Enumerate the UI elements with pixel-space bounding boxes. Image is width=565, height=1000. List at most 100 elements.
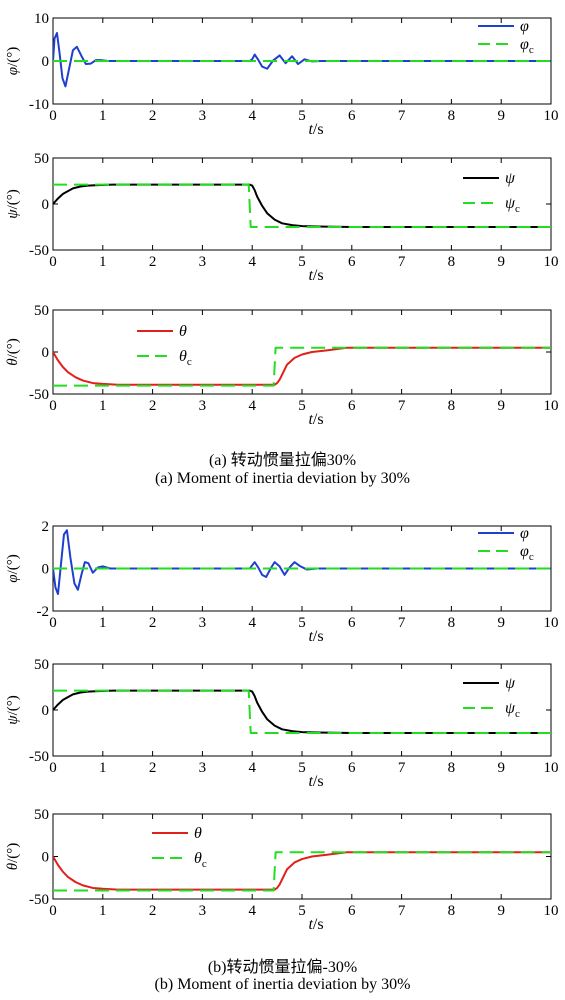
x-tick-label: 6 [348, 398, 356, 414]
y-tick-label: -10 [29, 97, 49, 113]
plot-frame [52, 813, 552, 900]
x-tick-label: 2 [149, 254, 157, 270]
x-tick-label: 5 [298, 903, 306, 919]
x-tick-label: 8 [448, 615, 456, 631]
legend-label: φc [520, 36, 534, 56]
y-tick-label: 0 [42, 703, 50, 719]
legend-label: φc [520, 543, 534, 563]
y-tick-label: 50 [34, 807, 49, 823]
x-tick-label: 4 [248, 903, 256, 919]
x-tick-label: 3 [199, 398, 207, 414]
y-tick-label: -50 [29, 892, 49, 908]
legend-label: θ [194, 825, 202, 842]
x-tick-label: 3 [199, 903, 207, 919]
x-tick-label: 6 [348, 903, 356, 919]
legend-label: ψ [505, 675, 516, 692]
y-tick-label: 50 [34, 151, 49, 167]
y-tick-label: 0 [42, 562, 50, 578]
legend-label: ψc [505, 195, 520, 215]
y-tick-label: 0 [42, 850, 50, 866]
x-axis-label: t/s [308, 916, 323, 933]
y-tick-label: 2 [42, 519, 50, 535]
x-tick-label: 7 [398, 615, 406, 631]
x-tick-label: 7 [398, 108, 406, 124]
caption-a-cn: (a) 转动惯量拉偏30% [208, 452, 357, 469]
x-axis-label: t/s [308, 121, 323, 138]
x-tick-label: 1 [99, 615, 107, 631]
series-line-response [53, 689, 551, 734]
series-line-response [53, 529, 551, 595]
x-tick-label: 0 [49, 398, 57, 414]
x-tick-label: 1 [99, 903, 107, 919]
x-tick-label: 3 [199, 615, 207, 631]
caption-b-cn: (b)转动惯量拉偏-30% [207, 959, 358, 976]
legend-label: θc [179, 348, 192, 368]
y-tick-label: 50 [34, 303, 49, 319]
series-line-response [53, 346, 551, 386]
caption-a-en: (a) Moment of inertia deviation by 30% [154, 470, 411, 487]
x-tick-label: 10 [544, 108, 559, 124]
x-tick-label: 9 [497, 254, 505, 270]
x-tick-label: 7 [398, 903, 406, 919]
plot-frame [52, 663, 552, 757]
x-tick-label: 6 [348, 108, 356, 124]
x-tick-label: 3 [199, 760, 207, 776]
x-tick-label: 10 [544, 398, 559, 414]
series-line-command [53, 851, 551, 892]
x-axis-label: t/s [308, 411, 323, 428]
x-tick-label: 0 [49, 903, 57, 919]
y-axis-label: θ/(°) [5, 338, 21, 366]
x-tick-label: 5 [298, 254, 306, 270]
y-tick-label: -50 [29, 749, 49, 765]
y-axis-label: ψ/(°) [5, 189, 21, 218]
x-tick-label: 8 [448, 254, 456, 270]
x-tick-label: 8 [448, 760, 456, 776]
x-tick-label: 10 [544, 615, 559, 631]
caption-b-en: (b) Moment of inertia deviation by 30% [154, 976, 411, 993]
x-tick-label: 7 [398, 254, 406, 270]
x-tick-label: 1 [99, 108, 107, 124]
plot-frame [52, 309, 552, 395]
x-tick-label: 2 [149, 108, 157, 124]
x-tick-label: 1 [99, 254, 107, 270]
legend-label: φ [520, 525, 529, 542]
x-tick-label: 2 [149, 398, 157, 414]
x-tick-label: 0 [49, 615, 57, 631]
y-axis-label: θ/(°) [5, 843, 21, 871]
legend-label: ψc [505, 700, 520, 720]
x-tick-label: 3 [199, 254, 207, 270]
y-axis-label: ψ/(°) [5, 695, 21, 724]
x-axis-label: t/s [308, 628, 323, 645]
legend-label: ψ [505, 170, 516, 187]
x-tick-label: 9 [497, 398, 505, 414]
y-tick-label: 0 [42, 54, 50, 70]
x-tick-label: 2 [149, 760, 157, 776]
y-tick-label: 0 [42, 197, 50, 213]
x-tick-label: 4 [248, 108, 256, 124]
x-tick-label: 2 [149, 615, 157, 631]
x-tick-label: 2 [149, 903, 157, 919]
legend-label: φ [520, 18, 529, 35]
x-tick-label: 4 [248, 398, 256, 414]
x-tick-label: 7 [398, 398, 406, 414]
x-tick-label: 6 [348, 760, 356, 776]
y-tick-label: -50 [29, 243, 49, 259]
x-tick-label: 4 [248, 615, 256, 631]
x-tick-label: 4 [248, 254, 256, 270]
x-tick-label: 9 [497, 760, 505, 776]
x-tick-label: 5 [298, 615, 306, 631]
series-line-command [53, 689, 551, 734]
x-tick-label: 9 [497, 108, 505, 124]
x-tick-label: 8 [448, 108, 456, 124]
x-tick-label: 0 [49, 254, 57, 270]
x-tick-label: 5 [298, 108, 306, 124]
x-axis-label: t/s [308, 773, 323, 790]
y-tick-label: -2 [37, 604, 50, 620]
series-line-command [53, 183, 551, 228]
x-tick-label: 9 [497, 615, 505, 631]
y-tick-label: 50 [34, 657, 49, 673]
